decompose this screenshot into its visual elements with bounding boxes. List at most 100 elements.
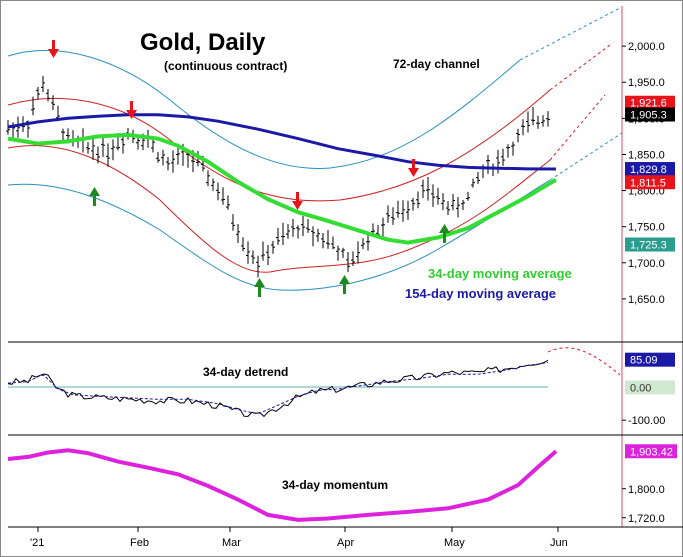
price-bar [171, 150, 175, 173]
price-bar [391, 207, 395, 225]
price-bar [111, 139, 115, 161]
price-bar [306, 219, 310, 233]
price-bar [426, 176, 430, 201]
price-bar [61, 128, 65, 142]
channel-inner-upper [7, 89, 551, 202]
price-bar [346, 252, 350, 273]
price-bar [6, 120, 10, 135]
price-bar [176, 148, 180, 165]
price-bar [211, 178, 215, 191]
price-bar [101, 136, 105, 157]
price-bar [206, 170, 210, 187]
price-bar [86, 142, 90, 154]
value-badge: 1,829.8 [625, 162, 675, 177]
svg-text:1,829.8: 1,829.8 [630, 164, 667, 176]
price-bar [511, 141, 515, 156]
red-down-arrow [292, 192, 303, 210]
price-bar [351, 251, 355, 266]
x-tick-label: Feb [130, 537, 149, 549]
price-bar [216, 182, 220, 201]
price-bar [521, 119, 525, 136]
channel-inner-lower-projection [549, 94, 606, 161]
price-bar [506, 144, 510, 158]
cycle-arrows [48, 40, 450, 297]
green-up-arrow [439, 224, 450, 243]
channel-outer-lower-projection [549, 132, 623, 181]
red-down-arrow [126, 101, 137, 119]
x-tick-label: Jun [550, 537, 568, 549]
price-bar [461, 200, 465, 210]
value-badge: 1,725.3 [625, 237, 675, 252]
price-bar [456, 197, 460, 218]
price-bar [36, 86, 40, 100]
value-badge: 1,811.5 [625, 175, 675, 190]
price-bar [271, 240, 275, 254]
y-tick-label: -100.00 [628, 415, 665, 427]
y-tick-label: 1,720.0 [628, 513, 665, 525]
price-bar [256, 255, 260, 278]
price-bar [536, 115, 540, 129]
price-bar [31, 96, 35, 116]
price-bar [221, 187, 225, 205]
price-bar [526, 111, 530, 133]
price-bar [401, 200, 405, 222]
annotation-ma34: 34-day moving average [428, 266, 572, 281]
price-bar [531, 107, 535, 126]
price-bar [501, 148, 505, 166]
price-bar [356, 241, 360, 264]
price-bar [96, 146, 100, 164]
price-bar [416, 191, 420, 209]
red-down-arrow [48, 40, 59, 58]
channel-inner-upper-projection [549, 44, 611, 91]
svg-text:1,921.6: 1,921.6 [630, 98, 667, 110]
annotation-channel: 72-day channel [393, 57, 480, 71]
price-bar [476, 172, 480, 184]
price-bar [431, 184, 435, 207]
svg-text:85.09: 85.09 [630, 355, 658, 367]
price-bar [91, 138, 95, 160]
value-badge: 85.09 [625, 352, 675, 367]
x-tick-label: Mar [222, 537, 241, 549]
green-up-arrow [254, 278, 265, 297]
price-bar [341, 247, 345, 258]
price-bar [516, 128, 520, 143]
price-bar [411, 198, 415, 211]
price-bar [231, 214, 235, 231]
price-bar [106, 143, 110, 167]
price-bar [291, 218, 295, 237]
svg-text:1,905.3: 1,905.3 [630, 110, 667, 122]
price-bar [241, 237, 245, 252]
annotation-detrend: 34-day detrend [203, 365, 288, 379]
detrend-smoothed-line [7, 362, 549, 415]
price-bar [316, 228, 320, 242]
channel-outer-lower [7, 179, 551, 291]
price-bar [446, 201, 450, 216]
svg-text:1,903.42: 1,903.42 [630, 446, 673, 458]
price-bar [156, 151, 160, 163]
price-bar [286, 224, 290, 239]
price-bar [161, 149, 165, 166]
detrend-projection [547, 347, 621, 376]
value-badge: 1,921.6 [625, 95, 675, 110]
momentum-line [7, 448, 558, 522]
price-bar [331, 236, 335, 250]
x-tick-label: Apr [337, 537, 354, 549]
price-bar [466, 191, 470, 201]
price-bar [166, 157, 170, 171]
price-bar [51, 95, 55, 110]
price-bar [276, 227, 280, 245]
price-bar [546, 111, 550, 127]
price-bar [381, 217, 385, 237]
channel-outer-upper-projection [519, 7, 621, 61]
price-bar [326, 230, 330, 249]
ma34-line [7, 132, 558, 245]
price-bar [361, 238, 365, 250]
y-tick-label: 1,750.0 [628, 222, 665, 234]
red-down-arrow [408, 159, 419, 177]
price-bar [261, 241, 265, 261]
x-tick-label: May [444, 537, 465, 549]
y-tick-label: 2,000.0 [628, 41, 665, 53]
y-tick-label: 1,850.0 [628, 149, 665, 161]
price-bar [296, 225, 300, 239]
